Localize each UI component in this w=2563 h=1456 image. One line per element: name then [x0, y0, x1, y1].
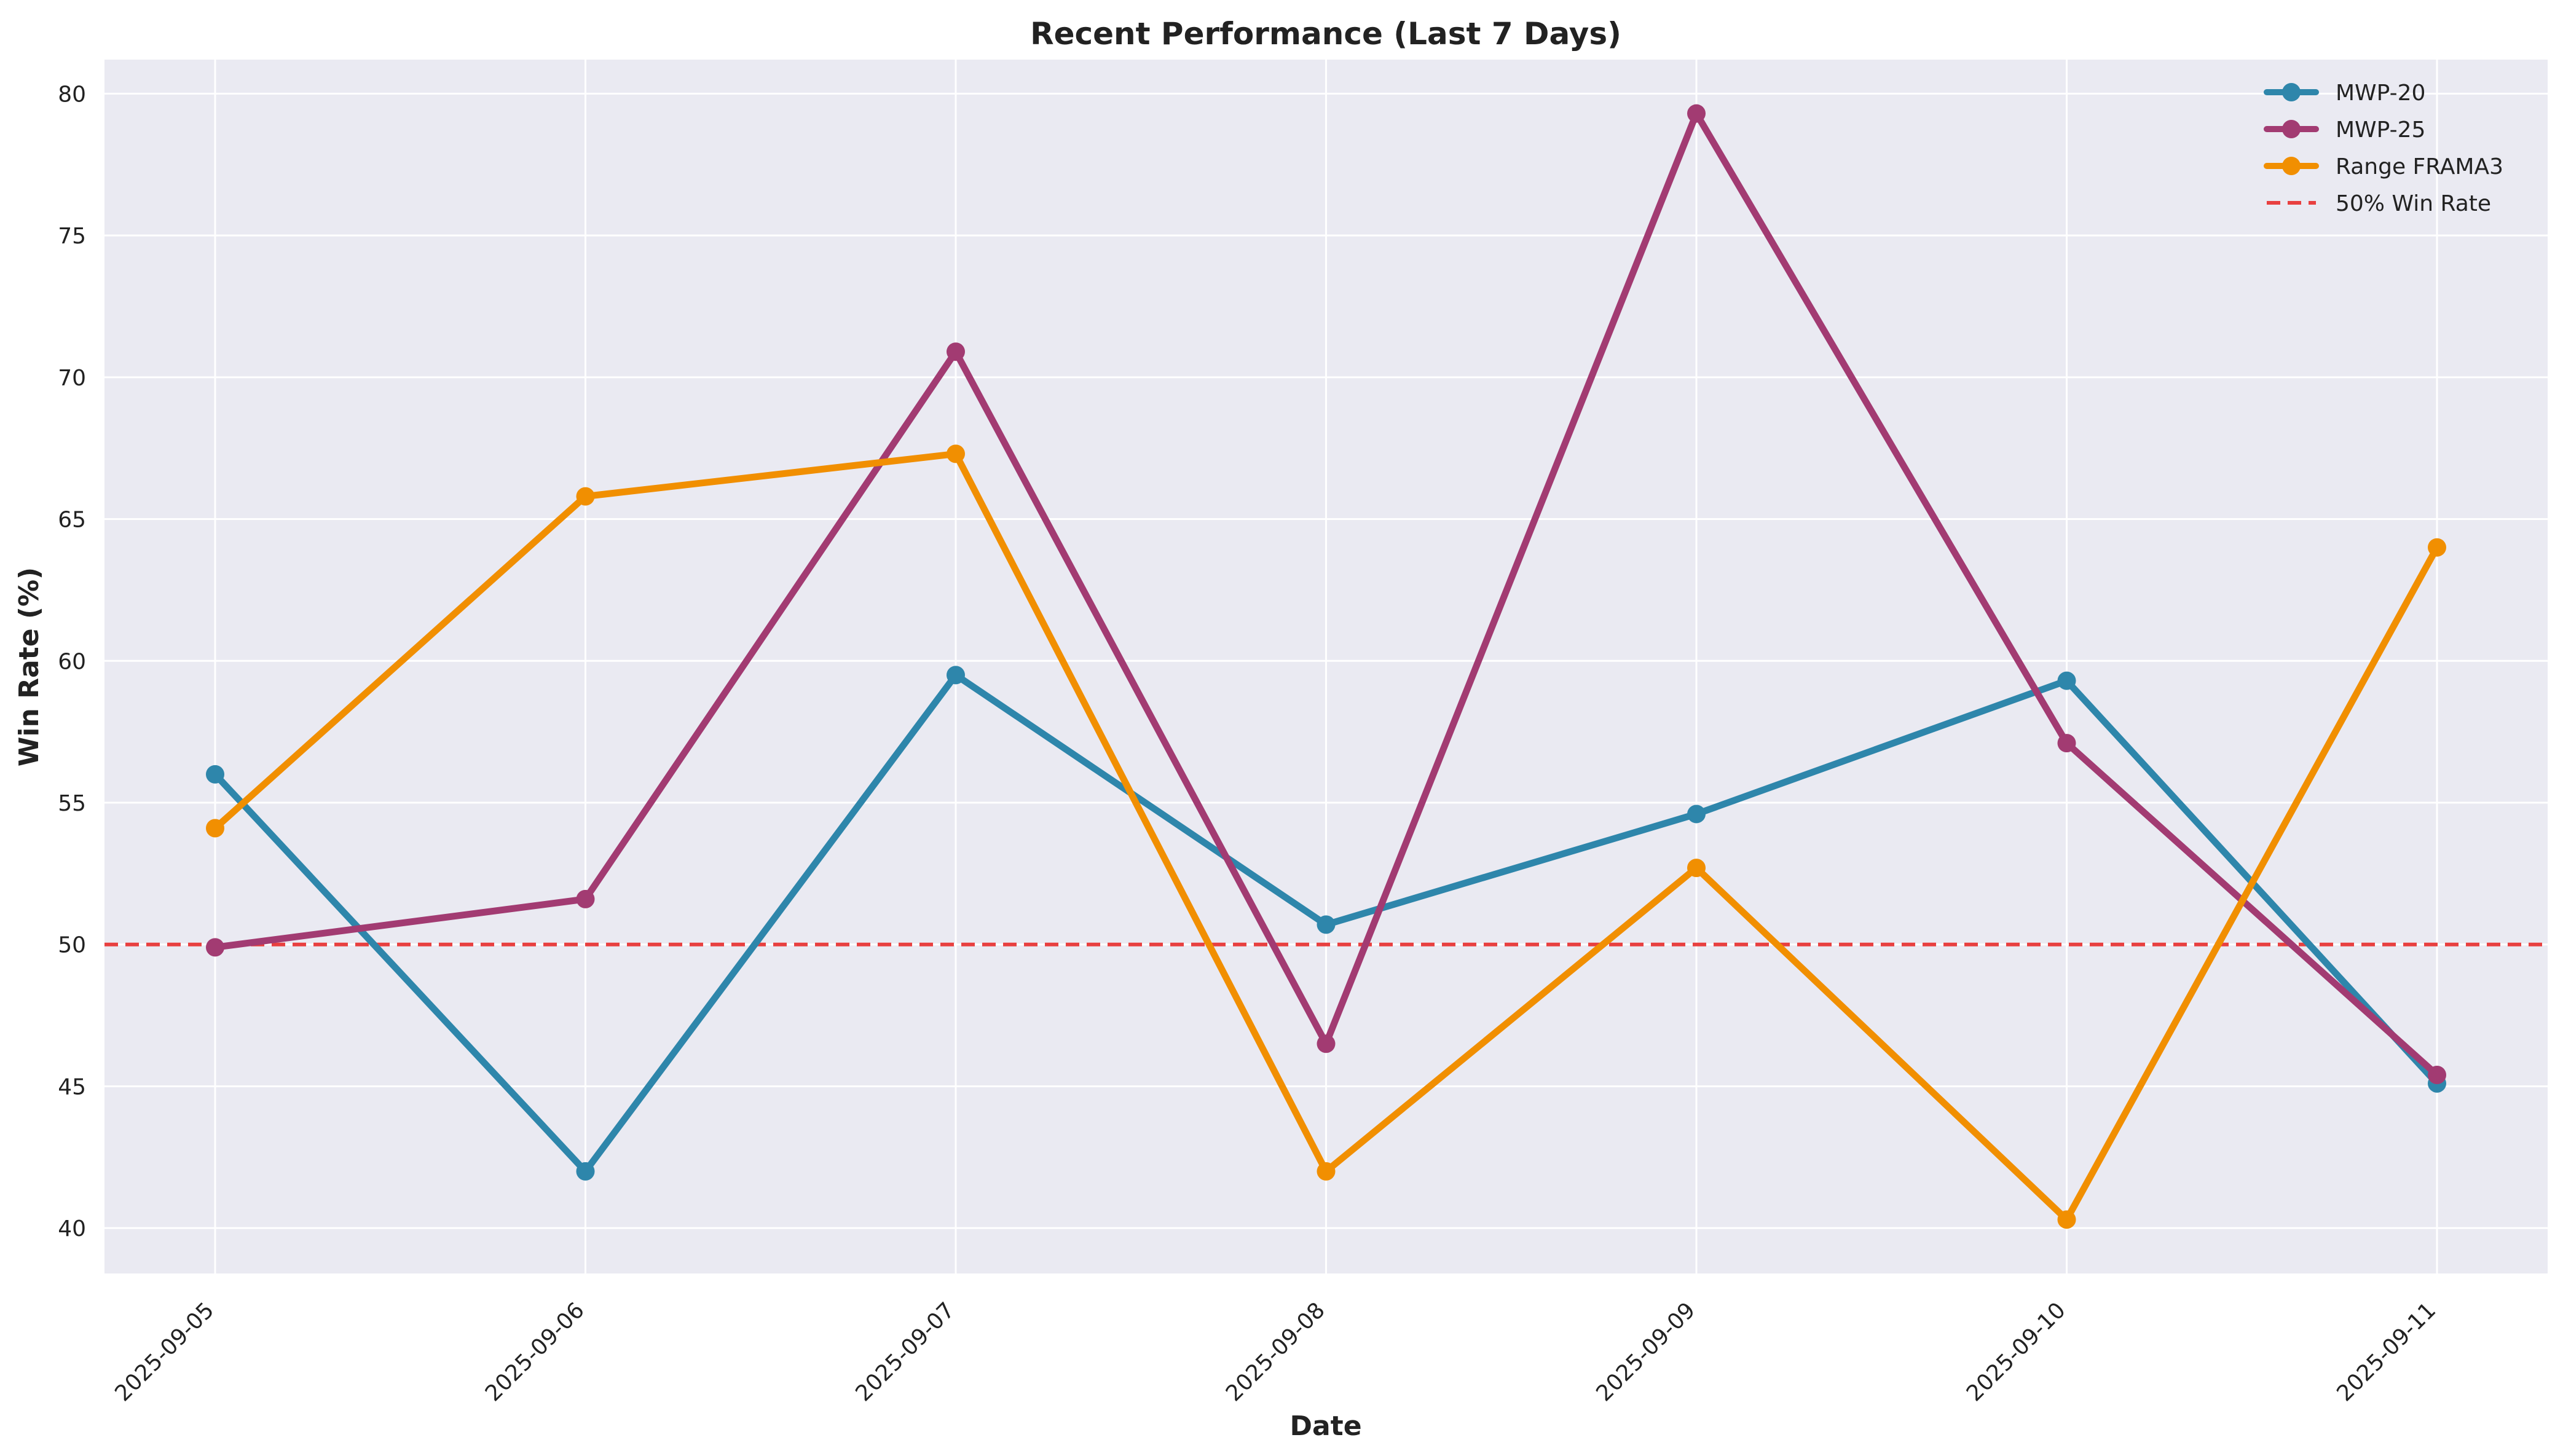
chart-title: Recent Performance (Last 7 Days) — [1030, 16, 1621, 52]
data-point — [576, 487, 595, 506]
data-point — [1687, 104, 1706, 123]
y-tick-label: 70 — [58, 366, 86, 391]
data-point — [1687, 859, 1706, 878]
y-tick-label: 65 — [58, 508, 86, 533]
x-tick-label: 2025-09-10 — [1962, 1297, 2071, 1406]
y-tick-label: 55 — [58, 791, 86, 816]
legend-label-mwp25: MWP-25 — [2336, 117, 2425, 143]
legend-entry-mwp20: MWP-20 — [2264, 81, 2425, 106]
data-point — [947, 342, 965, 361]
data-point — [2057, 734, 2076, 753]
y-tick-label: 50 — [58, 933, 86, 958]
data-point — [2057, 671, 2076, 690]
data-point — [947, 444, 965, 463]
legend: MWP-20 MWP-25 Range FRAMA3 50% Win Rate — [2264, 81, 2503, 216]
data-point — [206, 938, 224, 957]
legend-entry-range-frama3: Range FRAMA3 — [2264, 154, 2503, 179]
y-tick-label: 45 — [58, 1074, 86, 1100]
x-tick-label: 2025-09-11 — [2332, 1297, 2441, 1406]
legend-entry-mwp25: MWP-25 — [2264, 117, 2425, 143]
data-point — [1687, 805, 1706, 824]
data-point — [1317, 915, 1336, 934]
data-point — [206, 819, 224, 838]
data-point — [947, 666, 965, 685]
series-lines — [206, 104, 2446, 1229]
y-tick-label: 40 — [58, 1216, 86, 1242]
data-point — [206, 765, 224, 784]
y-axis-label: Win Rate (%) — [14, 567, 45, 766]
y-tick-label: 60 — [58, 649, 86, 674]
data-point — [576, 889, 595, 908]
data-point — [2057, 1210, 2076, 1229]
x-tick-label: 2025-09-09 — [1591, 1297, 1700, 1406]
x-tick-label: 2025-09-06 — [481, 1297, 589, 1406]
x-tick-labels: 2025-09-05 2025-09-06 2025-09-07 2025-09-08… — [110, 1297, 2441, 1406]
data-point — [2428, 538, 2446, 557]
legend-label-mwp20: MWP-20 — [2336, 81, 2425, 106]
y-tick-label: 80 — [58, 82, 86, 107]
legend-label-range-frama3: Range FRAMA3 — [2336, 154, 2503, 179]
y-tick-labels: 40 45 50 55 60 65 70 75 80 — [58, 82, 86, 1242]
x-axis-label: Date — [1289, 1411, 1361, 1442]
data-point — [1317, 1034, 1336, 1053]
x-tick-label: 2025-09-05 — [110, 1297, 219, 1406]
data-point — [2428, 1065, 2446, 1084]
legend-entry-50-win-rate: 50% Win Rate — [2267, 191, 2491, 216]
y-tick-label: 75 — [58, 224, 86, 249]
x-tick-label: 2025-09-08 — [1221, 1297, 1330, 1406]
data-point — [576, 1162, 595, 1181]
legend-label-50-win-rate: 50% Win Rate — [2336, 191, 2491, 216]
data-point — [1317, 1162, 1336, 1181]
x-tick-label: 2025-09-07 — [851, 1297, 959, 1406]
